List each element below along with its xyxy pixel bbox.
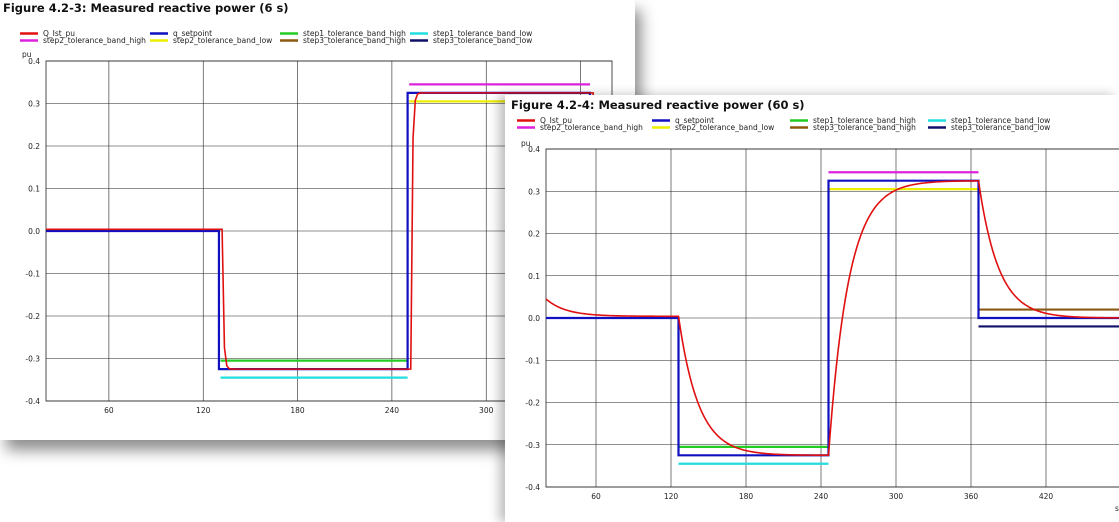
y-tick-label: -0.2 [525,399,540,408]
legend-label: step1_tolerance_band_low [951,116,1050,125]
y-tick-label: -0.4 [25,397,40,406]
y-tick-label: -0.1 [525,356,540,365]
legend-label: step2_tolerance_band_low [675,123,774,132]
x-tick-label: 180 [739,492,754,501]
chart-title: Figure 4.2-3: Measured reactive power (6… [3,1,289,15]
legend-label: step1_tolerance_band_high [303,29,406,38]
x-tick-label: 240 [385,406,400,415]
x-tick-label: 300 [479,406,494,415]
legend-label: q_setpoint [675,116,714,125]
chart-title: Figure 4.2-4: Measured reactive power (6… [511,98,805,112]
y-axis-label: pu [521,139,531,148]
x-axis-label: s [1115,504,1119,513]
x-tick-label: 120 [664,492,679,501]
legend-label: step2_tolerance_band_high [540,123,643,132]
y-axis-label: pu [22,50,32,59]
series-line-q-ist-pu [546,180,1119,457]
legend-label: step1_tolerance_band_low [433,29,532,38]
x-tick-label: 420 [1039,492,1054,501]
x-tick-label: 180 [290,406,305,415]
series-line-q-setpoint [546,179,1119,457]
y-tick-label: 0.2 [528,230,540,239]
x-tick-label: 120 [196,406,211,415]
legend-label: step3_tolerance_band_high [813,123,916,132]
legend: Q_Ist_pu q_setpoint step1_tolerance_band_h… [517,116,1050,132]
y-tick-label: 0.0 [528,314,540,323]
y-tick-label: -0.4 [525,483,540,492]
legend-label: Q_Ist_pu [43,29,75,38]
legend-label: step2_tolerance_band_low [173,36,272,45]
chart-panel-60s: Figure 4.2-4: Measured reactive power (6… [505,95,1119,522]
y-tick-label: 0.4 [28,57,40,66]
y-tick-label: 0.1 [28,185,40,194]
legend-label: Q_Ist_pu [540,116,572,125]
y-tick-label: 0.0 [28,227,40,236]
y-tick-label: 0.3 [528,187,540,196]
chart-60s: 0.4 0.3 0.2 0.1 0.0 -0.1 -0.2 -0.3 -0.4 60 120 180 2… [517,116,1119,513]
legend-label: step3_tolerance_band_low [433,36,532,45]
legend-label: step3_tolerance_band_high [303,36,406,45]
y-tick-label: -0.1 [25,270,40,279]
y-tick-label: -0.3 [25,355,40,364]
x-tick-label: 60 [104,406,114,415]
x-tick-label: 300 [889,492,904,501]
legend-label: step3_tolerance_band_low [951,123,1050,132]
y-tick-label: -0.2 [25,312,40,321]
x-tick-label: 240 [814,492,829,501]
y-tick-label: 0.4 [528,145,540,154]
y-tick-label: 0.3 [28,100,40,109]
x-tick-label: 60 [591,492,601,501]
legend-label: step2_tolerance_band_high [43,36,146,45]
y-tick-label: 0.2 [28,142,40,151]
x-tick-label: 360 [964,492,979,501]
legend: Q_Ist_pu q_setpoint step1_tolerance_band_h… [20,29,532,45]
y-tick-label: -0.3 [525,441,540,450]
legend-label: step1_tolerance_band_high [813,116,916,125]
y-tick-label: 0.1 [528,272,540,281]
legend-label: q_setpoint [173,29,212,38]
